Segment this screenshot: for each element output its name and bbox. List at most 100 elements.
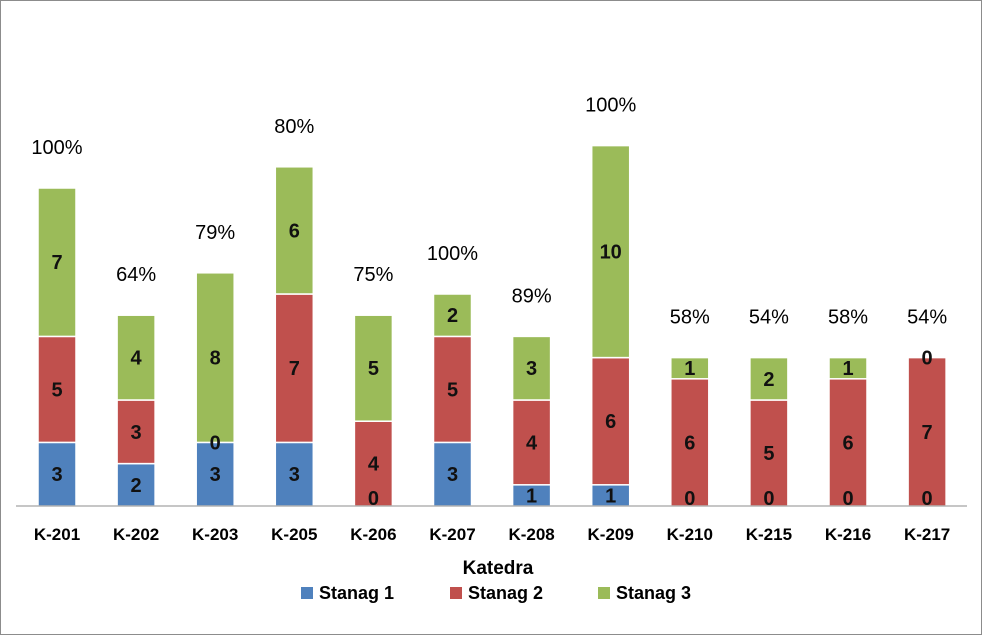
percent-label-k-203: 79% xyxy=(195,222,235,244)
bars-layer xyxy=(37,144,947,507)
value-label-k-206-stanag3: 5 xyxy=(368,358,379,380)
value-label-k-206-stanag2: 4 xyxy=(368,454,380,476)
legend: Stanag 1 Stanag 2 Stanag 3 xyxy=(301,583,691,603)
bar-segment-k-203-stanag3 xyxy=(195,272,235,444)
value-label-k-217-stanag2: 7 xyxy=(922,422,933,444)
value-label-k-215-stanag2: 5 xyxy=(763,443,774,465)
legend-label: Stanag 2 xyxy=(468,583,543,603)
value-label-k-203-stanag1: 3 xyxy=(210,464,221,486)
x-tick-label-k-209: K-209 xyxy=(588,525,634,544)
value-label-k-216-stanag2: 6 xyxy=(842,432,853,454)
bar-segment-k-205-stanag3 xyxy=(274,166,315,295)
bar-segment-k-217-stanag2 xyxy=(907,356,947,507)
legend-swatch xyxy=(450,587,462,599)
value-label-k-210-stanag1: 0 xyxy=(684,488,695,510)
percent-label-k-209: 100% xyxy=(585,95,636,117)
x-tick-label-k-203: K-203 xyxy=(192,525,238,544)
value-label-k-210-stanag2: 6 xyxy=(684,432,695,454)
value-label-k-201-stanag3: 7 xyxy=(51,252,62,274)
value-label-k-203-stanag3: 8 xyxy=(210,348,221,370)
bar-segment-k-207-stanag3 xyxy=(432,293,473,338)
percent-label-k-210: 58% xyxy=(670,307,710,329)
x-tick-label-k-207: K-207 xyxy=(429,525,475,544)
value-label-k-202-stanag2: 3 xyxy=(131,422,142,444)
percent-label-k-206: 75% xyxy=(353,264,393,286)
value-label-k-206-stanag1: 0 xyxy=(368,488,379,510)
bar-segment-k-202-stanag3 xyxy=(116,314,156,401)
bar-segment-k-206-stanag3 xyxy=(353,314,394,422)
bar-segment-k-208-stanag2 xyxy=(511,399,552,486)
value-label-k-202-stanag1: 2 xyxy=(131,475,142,497)
percent-labels-layer: 100% 64% 79% 80% 75% 100% 89% 100% 58% 54% 58% 54% xyxy=(31,95,947,329)
value-label-k-209-stanag1: 1 xyxy=(605,485,616,507)
bar-segment-k-210-stanag2 xyxy=(670,378,710,507)
percent-label-k-202: 64% xyxy=(116,264,156,286)
value-label-k-205-stanag3: 6 xyxy=(289,220,300,242)
x-tick-label-k-205: K-205 xyxy=(271,525,317,544)
legend-item-stanag3: Stanag 3 xyxy=(598,583,691,603)
value-label-k-208-stanag2: 4 xyxy=(526,432,538,454)
x-tick-label-k-202: K-202 xyxy=(113,525,159,544)
value-label-k-208-stanag1: 1 xyxy=(526,485,537,507)
value-label-k-210-stanag3: 1 xyxy=(684,358,695,380)
percent-label-k-201: 100% xyxy=(31,137,82,159)
x-tick-label-k-215: K-215 xyxy=(746,525,792,544)
value-label-k-217-stanag3: 0 xyxy=(922,348,933,370)
bar-segment-k-215-stanag2 xyxy=(749,399,789,507)
legend-label: Stanag 1 xyxy=(319,583,394,603)
value-label-k-208-stanag3: 3 xyxy=(526,358,537,380)
x-tick-label-k-201: K-201 xyxy=(34,525,80,544)
legend-item-stanag2: Stanag 2 xyxy=(450,583,543,603)
value-label-k-209-stanag3: 10 xyxy=(600,242,622,264)
x-tick-label-k-206: K-206 xyxy=(350,525,396,544)
percent-label-k-215: 54% xyxy=(749,307,789,329)
bar-segment-k-202-stanag2 xyxy=(116,399,156,465)
bar-segment-k-201-stanag1 xyxy=(37,441,77,507)
legend-swatch xyxy=(301,587,313,599)
bar-segment-k-208-stanag3 xyxy=(511,335,552,401)
legend-item-stanag1: Stanag 1 xyxy=(301,583,394,603)
x-tick-labels-layer: K-201 K-202 K-203 K-205 K-206 K-207 K-208 K-209… xyxy=(34,525,950,544)
value-label-k-207-stanag1: 3 xyxy=(447,464,458,486)
x-tick-label-k-217: K-217 xyxy=(904,525,950,544)
value-label-k-216-stanag1: 0 xyxy=(842,488,853,510)
value-label-k-207-stanag3: 2 xyxy=(447,305,458,327)
value-label-k-215-stanag3: 2 xyxy=(763,369,774,391)
x-tick-label-k-208: K-208 xyxy=(508,525,554,544)
value-label-k-209-stanag2: 6 xyxy=(605,411,616,433)
value-label-k-216-stanag3: 1 xyxy=(842,358,853,380)
value-label-k-205-stanag1: 3 xyxy=(289,464,300,486)
bar-segment-k-215-stanag3 xyxy=(749,356,789,401)
value-label-k-203-stanag2: 0 xyxy=(210,432,221,454)
bar-segment-k-209-stanag2 xyxy=(590,356,631,486)
value-label-k-201-stanag1: 3 xyxy=(51,464,62,486)
percent-label-k-205: 80% xyxy=(274,116,314,138)
x-tick-label-k-210: K-210 xyxy=(667,525,713,544)
value-label-k-205-stanag2: 7 xyxy=(289,358,300,380)
x-axis-title: Katedra xyxy=(463,558,534,579)
bar-segment-k-206-stanag2 xyxy=(353,420,394,507)
bar-segment-k-201-stanag3 xyxy=(37,187,77,338)
value-label-k-201-stanag2: 5 xyxy=(51,379,62,401)
bar-segment-k-216-stanag3 xyxy=(828,356,868,380)
value-label-k-217-stanag1: 0 xyxy=(922,488,933,510)
value-label-k-202-stanag3: 4 xyxy=(131,348,143,370)
percent-label-k-217: 54% xyxy=(907,307,947,329)
bar-segment-k-207-stanag2 xyxy=(432,335,473,444)
value-label-k-207-stanag2: 5 xyxy=(447,379,458,401)
bar-segment-k-210-stanag3 xyxy=(670,356,710,380)
legend-swatch xyxy=(598,587,610,599)
percent-label-k-216: 58% xyxy=(828,307,868,329)
value-label-k-215-stanag1: 0 xyxy=(763,488,774,510)
bar-segment-k-201-stanag2 xyxy=(37,335,77,444)
legend-label: Stanag 3 xyxy=(616,583,691,603)
bar-segment-k-205-stanag2 xyxy=(274,293,315,444)
bar-segment-k-209-stanag3 xyxy=(590,144,631,359)
x-tick-label-k-216: K-216 xyxy=(825,525,871,544)
percent-label-k-207: 100% xyxy=(427,243,478,265)
bar-segment-k-216-stanag2 xyxy=(828,378,868,507)
percent-label-k-208: 89% xyxy=(512,285,552,307)
